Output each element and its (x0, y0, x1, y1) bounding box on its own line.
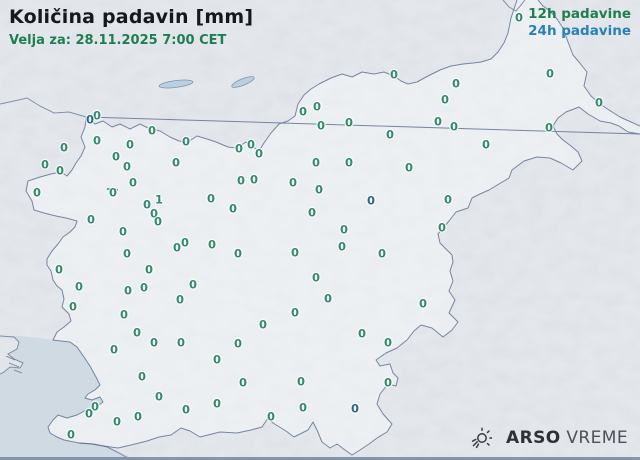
neighbour-borders (0, 0, 526, 457)
brand-arso: ARSO (506, 428, 561, 448)
header: Količina padavin [mm] Velja za: 28.11.20… (9, 6, 253, 48)
brand-vreme: VREME (566, 428, 628, 448)
sea-area (0, 336, 130, 457)
slovenia-fill (26, 0, 640, 455)
legend-24h-toggle[interactable]: 24h padavine (528, 23, 631, 39)
brand-text: ARSO VREME (506, 428, 628, 448)
harbour-marks (5, 355, 23, 374)
lake-klopeiner (231, 76, 255, 88)
lake-bohinj (106, 188, 119, 191)
valid-time-label: Velja za: 28.11.2025 7:00 CET (9, 33, 227, 48)
lake-woerthersee (158, 79, 194, 89)
legend-12h-toggle[interactable]: 12h padavine (528, 6, 631, 22)
slovenia-border (25, 0, 640, 456)
page-title: Količina padavin [mm] (9, 6, 254, 28)
arso-vreme-logo: ARSO VREME (470, 427, 628, 449)
sun-icon (471, 427, 493, 449)
legend: 12h padavine 24h padavine (528, 6, 631, 40)
